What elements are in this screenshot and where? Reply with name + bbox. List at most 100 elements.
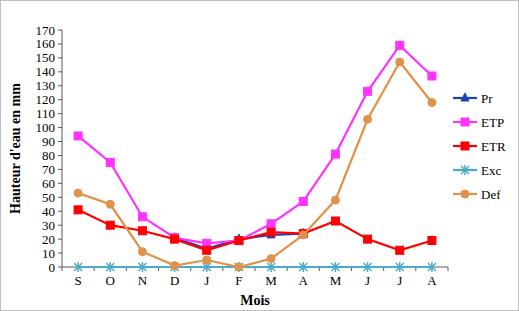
marker <box>267 262 275 272</box>
marker <box>364 115 372 123</box>
y-tick <box>58 57 62 58</box>
marker <box>267 255 275 263</box>
y-tick-label: 90 <box>42 134 55 149</box>
legend-marker <box>461 93 469 101</box>
y-tick-label: 120 <box>36 92 56 107</box>
y-tick <box>58 113 62 114</box>
marker <box>106 262 114 272</box>
marker <box>203 256 211 264</box>
series <box>74 58 436 271</box>
x-tick-label: A <box>427 273 437 288</box>
y-tick <box>58 85 62 86</box>
legend: PrETPETRExcDef <box>453 91 506 202</box>
y-tick-label: 140 <box>36 64 56 79</box>
legend-label: Def <box>481 187 501 202</box>
marker <box>299 197 307 205</box>
marker <box>299 262 307 272</box>
marker <box>235 237 243 245</box>
marker <box>428 262 436 272</box>
marker <box>74 189 82 197</box>
y-tick <box>58 43 62 44</box>
marker <box>364 87 372 95</box>
marker <box>138 262 146 272</box>
marker <box>267 228 275 236</box>
marker <box>106 158 114 166</box>
y-tick-label: 150 <box>36 50 56 65</box>
marker <box>396 41 404 49</box>
x-tick <box>448 267 449 271</box>
y-tick <box>58 71 62 72</box>
marker <box>299 231 307 239</box>
series-line <box>78 266 432 268</box>
y-tick-label: 160 <box>36 36 56 51</box>
y-tick-label: 130 <box>36 78 56 93</box>
y-tick <box>58 99 62 100</box>
x-tick-label: M <box>265 273 277 288</box>
legend-marker <box>461 190 469 198</box>
marker <box>138 248 146 256</box>
y-axis <box>62 30 63 267</box>
marker <box>364 235 372 243</box>
marker <box>267 220 275 228</box>
x-axis-label: Mois <box>240 293 270 308</box>
y-tick <box>58 169 62 170</box>
y-tick <box>58 155 62 156</box>
series-line <box>78 210 432 250</box>
marker <box>106 221 114 229</box>
marker <box>171 262 179 270</box>
marker <box>235 237 243 245</box>
x-tick-label: D <box>170 273 179 288</box>
y-tick-label: 110 <box>36 106 55 121</box>
marker <box>428 98 436 106</box>
y-tick-label: 40 <box>42 204 55 219</box>
y-tick <box>58 197 62 198</box>
legend-marker <box>461 142 469 150</box>
x-tick-label: J <box>397 273 402 288</box>
x-tick-label: J <box>204 273 209 288</box>
marker <box>74 262 82 272</box>
marker <box>235 262 243 272</box>
marker <box>235 263 243 271</box>
y-tick-label: 170 <box>36 23 56 38</box>
y-tick-label: 30 <box>42 218 55 233</box>
y-tick-label: 70 <box>42 162 55 177</box>
x-tick <box>62 267 63 271</box>
x-tick-label: A <box>299 273 309 288</box>
marker <box>138 213 146 221</box>
marker <box>331 262 339 272</box>
marker <box>396 262 404 272</box>
marker <box>171 262 179 272</box>
x-tick-label: M <box>330 273 342 288</box>
y-tick <box>58 127 62 128</box>
series-line <box>78 45 432 243</box>
series-line <box>78 62 432 267</box>
y-tick-label: 80 <box>42 148 55 163</box>
legend-marker <box>461 118 469 126</box>
y-tick <box>58 225 62 226</box>
y-tick-label: 10 <box>42 246 55 261</box>
marker <box>331 196 339 204</box>
y-tick-label: 0 <box>49 260 56 275</box>
y-tick <box>58 211 62 212</box>
marker <box>331 150 339 158</box>
marker <box>74 132 82 140</box>
y-tick-label: 60 <box>42 176 55 191</box>
chart: 0102030405060708090100110120130140150160… <box>0 0 519 311</box>
y-tick <box>58 141 62 142</box>
chart-border <box>1 1 519 311</box>
legend-label: Exc <box>481 163 501 178</box>
marker <box>138 227 146 235</box>
y-tick-label: 100 <box>36 120 56 135</box>
marker <box>428 237 436 245</box>
y-tick <box>58 30 62 31</box>
marker <box>396 246 404 254</box>
marker <box>428 72 436 80</box>
legend-label: ETP <box>481 115 504 130</box>
x-tick-label: S <box>74 273 81 288</box>
x-axis <box>62 267 448 268</box>
y-axis-label: Hauteur d'eau en mm <box>8 83 23 214</box>
series <box>74 41 436 247</box>
x-tick-label: F <box>235 273 242 288</box>
legend-label: ETR <box>481 139 506 154</box>
marker <box>74 206 82 214</box>
